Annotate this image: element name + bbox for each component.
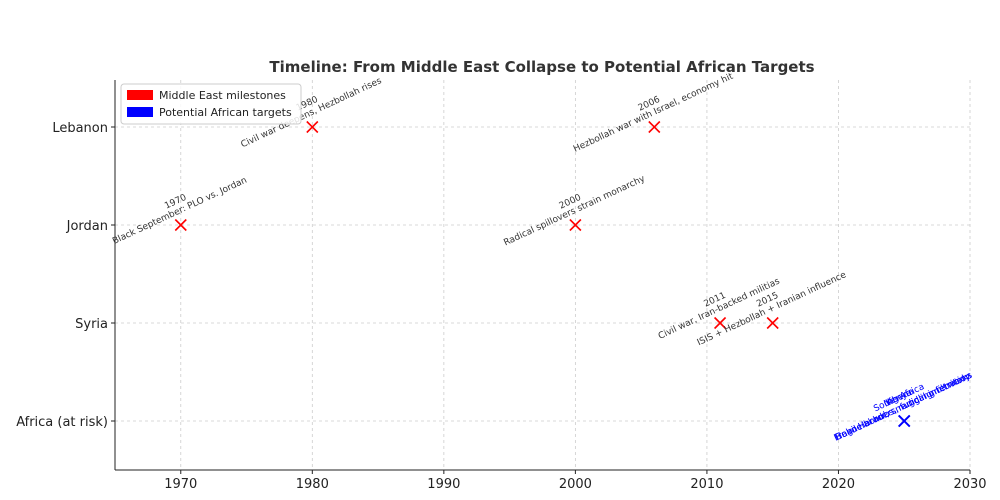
annotation-label: South AfricaFragile borders, funding net… — [829, 362, 975, 444]
annotation-label: 2006Hezbollah war with Israel, economy h… — [568, 63, 735, 155]
data-point-marker — [648, 120, 661, 134]
axes-layer: 1970 1980 1990 2000 2010 2020 2030 Africa (at r… — [16, 80, 987, 492]
legend-label: Middle East milestones — [159, 89, 286, 102]
marker-stroke — [306, 120, 319, 134]
marker-stroke — [174, 218, 187, 232]
legend-label: Potential African targets — [159, 106, 292, 119]
annotation-label: 2000Radical spillovers strain monarchy — [498, 165, 647, 249]
annotation-event: Black September: PLO vs. Jordan — [111, 176, 249, 247]
marker-stroke — [648, 120, 661, 134]
data-point-marker — [898, 414, 911, 428]
x-tick-label: 2000 — [559, 477, 592, 492]
annotation-event: Radical spillovers strain monarchy — [502, 174, 647, 249]
x-tick-label: 2020 — [822, 477, 855, 492]
data-point-marker — [766, 316, 779, 330]
legend-swatch — [127, 107, 153, 117]
data-point-marker — [569, 218, 582, 232]
legend-swatch — [127, 90, 153, 100]
marker-stroke — [569, 218, 582, 232]
y-tick-label: Lebanon — [52, 121, 108, 136]
data-point-marker — [174, 218, 187, 232]
chart-title: Timeline: From Middle East Collapse to P… — [269, 58, 814, 76]
y-tick-label: Africa (at risk) — [16, 415, 108, 430]
x-tick-label: 2010 — [690, 477, 723, 492]
annotation-label: 1970Black September: PLO vs. Jordan — [107, 167, 249, 247]
marker-stroke — [898, 414, 911, 428]
annotation-event: Fragile borders, funding networks — [833, 371, 975, 444]
legend: Middle East milestones Potential African … — [120, 83, 302, 125]
x-tick-label: 1980 — [296, 477, 329, 492]
data-point-marker — [306, 120, 319, 134]
y-tick-label: Jordan — [66, 219, 108, 234]
y-tick-label: Syria — [75, 317, 108, 332]
x-tick-label: 1970 — [164, 477, 197, 492]
x-tick-label: 2030 — [953, 477, 986, 492]
legend-box — [120, 83, 302, 125]
data-point-marker — [714, 316, 727, 330]
grid-layer — [115, 80, 971, 470]
marker-stroke — [714, 316, 727, 330]
marker-stroke — [766, 316, 779, 330]
x-tick-label: 1990 — [427, 477, 460, 492]
annotation-event: Hezbollah war with Israel, economy hit — [572, 71, 735, 154]
